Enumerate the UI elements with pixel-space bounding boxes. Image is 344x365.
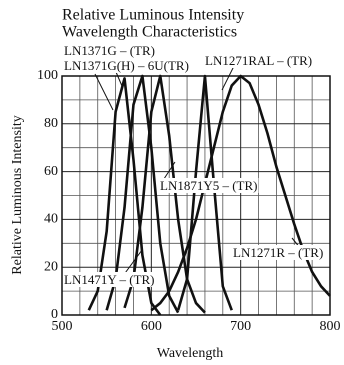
y-tick-label: 20 — [44, 259, 58, 274]
series-label: LN1371G – (TR) — [64, 43, 155, 58]
annotation: LN1371G(H) – 6U(TR) — [64, 58, 189, 73]
series-label: LN1271RAL – (TR) — [205, 53, 312, 68]
series-line — [105, 74, 180, 314]
x-tick-label: 700 — [230, 319, 251, 334]
leader-line — [94, 73, 114, 111]
plot-frame — [61, 75, 331, 316]
y-axis-label: Relative Luminous Intensity — [10, 115, 25, 274]
label-background — [159, 177, 259, 193]
label-background — [63, 42, 156, 58]
y-tick-label: 0 — [51, 307, 58, 322]
series-label: LN1471Y – (TR) — [64, 272, 155, 287]
x-tick-label: 600 — [141, 319, 162, 334]
chart-title: Relative Luminous Intensity — [62, 7, 244, 24]
series-label: LN1871Y5 – (TR) — [160, 178, 258, 193]
series-label: LN1271R – (TR) — [233, 245, 323, 260]
x-tick-label: 500 — [52, 319, 73, 334]
label-background — [63, 57, 190, 73]
y-tick-label: 60 — [44, 164, 58, 179]
label-background — [63, 271, 156, 287]
x-tick-label: 800 — [320, 319, 341, 334]
series-line — [176, 74, 233, 311]
y-tick-label: 100 — [37, 68, 58, 83]
label-background — [204, 52, 314, 68]
y-tick-label: 40 — [44, 212, 58, 227]
series-line — [87, 77, 162, 316]
chart-subtitle: Wavelength Characteristics — [62, 24, 237, 41]
series-line — [123, 74, 206, 314]
label-background — [232, 244, 325, 260]
x-axis-label: Wavelength — [157, 346, 224, 361]
y-tick-label: 80 — [44, 116, 58, 131]
series-line — [150, 74, 331, 312]
